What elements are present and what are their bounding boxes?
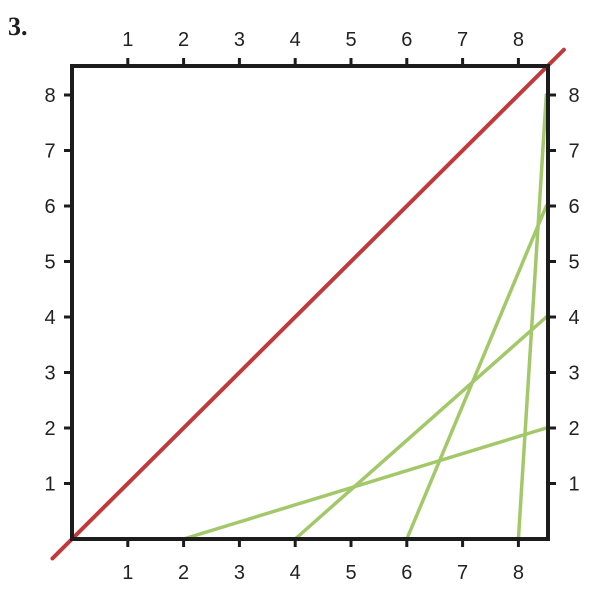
bottom-label-1: 1 xyxy=(122,562,133,584)
right-label-8: 8 xyxy=(568,85,579,107)
green-line-1 xyxy=(181,426,549,541)
top-label-3: 3 xyxy=(234,29,245,51)
left-label-3: 3 xyxy=(44,363,55,385)
bottom-label-8: 8 xyxy=(513,562,524,584)
bottom-label-3: 3 xyxy=(234,562,245,584)
bottom-label-5: 5 xyxy=(345,562,356,584)
green-line-2 xyxy=(293,315,549,541)
top-label-5: 5 xyxy=(345,29,356,51)
green-line-4 xyxy=(516,93,549,541)
left-label-6: 6 xyxy=(44,196,55,218)
right-label-1: 1 xyxy=(568,474,579,496)
square-frame xyxy=(70,64,550,541)
right-label-5: 5 xyxy=(568,252,579,274)
left-label-2: 2 xyxy=(44,418,55,440)
right-label-7: 7 xyxy=(568,141,579,163)
right-label-4: 4 xyxy=(568,307,579,329)
axis-labels: 1 2 3 4 5 6 7 8 1 2 3 4 5 6 7 8 1 2 3 4 5 6 7 8 1 2 3 4 5 6 7 8 xyxy=(44,29,579,584)
right-label-2: 2 xyxy=(568,418,579,440)
left-label-1: 1 xyxy=(44,474,55,496)
left-label-5: 5 xyxy=(44,252,55,274)
top-label-8: 8 xyxy=(513,29,524,51)
left-label-8: 8 xyxy=(44,85,55,107)
left-label-7: 7 xyxy=(44,141,55,163)
bottom-label-2: 2 xyxy=(178,562,189,584)
top-label-4: 4 xyxy=(290,29,301,51)
top-label-6: 6 xyxy=(401,29,412,51)
bottom-label-7: 7 xyxy=(457,562,468,584)
left-label-4: 4 xyxy=(44,307,55,329)
top-label-2: 2 xyxy=(178,29,189,51)
green-lines xyxy=(181,93,549,541)
top-label-1: 1 xyxy=(122,29,133,51)
problem-number: 3. xyxy=(8,12,28,41)
right-label-6: 6 xyxy=(568,196,579,218)
right-label-3: 3 xyxy=(568,363,579,385)
top-label-7: 7 xyxy=(457,29,468,51)
green-line-3 xyxy=(405,204,549,541)
bottom-label-4: 4 xyxy=(290,562,301,584)
diagonal-line xyxy=(50,47,566,561)
bottom-label-6: 6 xyxy=(401,562,412,584)
